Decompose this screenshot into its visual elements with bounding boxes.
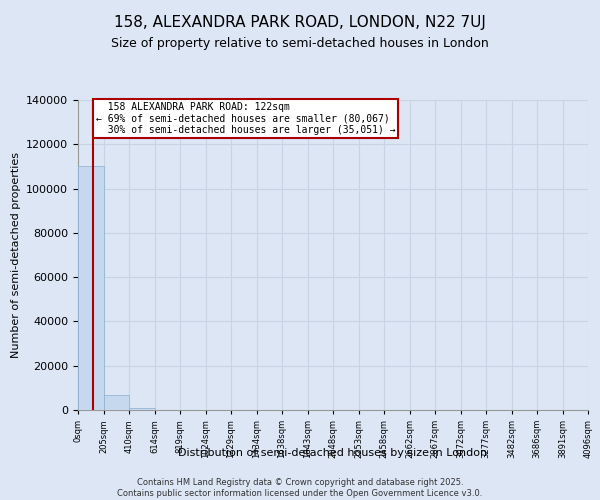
Bar [129,408,155,410]
Text: 158, ALEXANDRA PARK ROAD, LONDON, N22 7UJ: 158, ALEXANDRA PARK ROAD, LONDON, N22 7U… [114,15,486,30]
Y-axis label: Number of semi-detached properties: Number of semi-detached properties [11,152,20,358]
Text: Contains HM Land Registry data © Crown copyright and database right 2025.
Contai: Contains HM Land Registry data © Crown c… [118,478,482,498]
Bar [78,166,104,410]
Text: Distribution of semi-detached houses by size in London: Distribution of semi-detached houses by … [178,448,488,458]
Bar [104,394,129,410]
Text: Size of property relative to semi-detached houses in London: Size of property relative to semi-detach… [111,38,489,51]
Text: 158 ALEXANDRA PARK ROAD: 122sqm
← 69% of semi-detached houses are smaller (80,06: 158 ALEXANDRA PARK ROAD: 122sqm ← 69% of… [96,102,395,136]
